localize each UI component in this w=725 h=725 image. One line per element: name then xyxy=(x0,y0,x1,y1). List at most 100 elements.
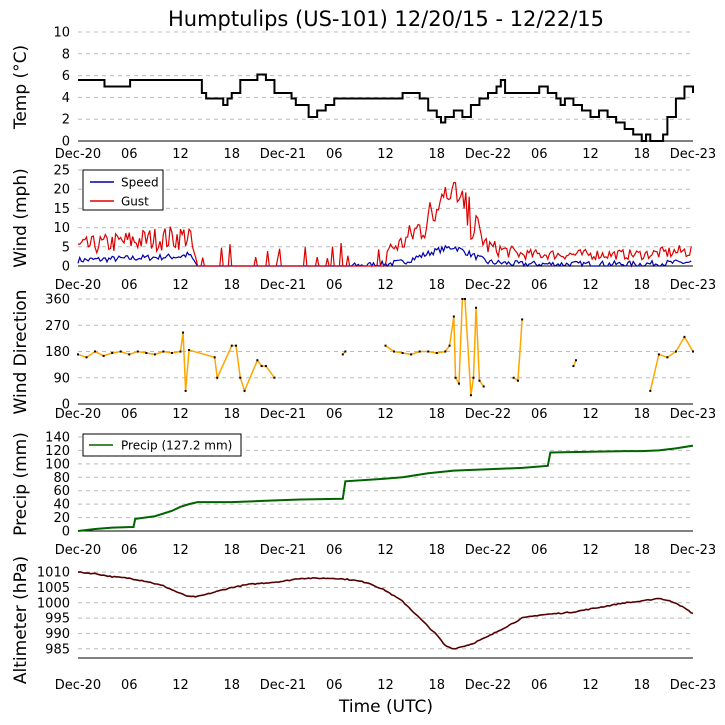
x-tick-label: Dec-23 xyxy=(670,543,716,558)
direction-point xyxy=(461,298,464,300)
x-tick-label: 18 xyxy=(428,407,445,422)
x-tick-label: 18 xyxy=(428,678,445,693)
direction-point xyxy=(418,350,421,353)
x-tick-label: Dec-20 xyxy=(55,147,101,162)
y-axis-label-dir: Wind Direction xyxy=(11,290,31,415)
y-tick-label-alt: 1005 xyxy=(37,581,70,596)
precip-series-line xyxy=(77,444,694,532)
direction-point xyxy=(273,376,276,379)
x-tick-label: 06 xyxy=(531,678,548,693)
direction-point xyxy=(574,359,577,362)
y-tick-label-precip: 40 xyxy=(53,498,70,513)
direction-point xyxy=(457,382,460,385)
direction-point xyxy=(94,350,97,353)
direction-point xyxy=(162,350,165,353)
direction-point xyxy=(649,389,652,392)
y-tick-label-precip: 140 xyxy=(45,431,70,446)
y-tick-label-alt: 1010 xyxy=(37,566,70,581)
direction-point xyxy=(145,351,148,354)
y-tick-label-wind: 0 xyxy=(62,260,70,275)
x-tick-label: 18 xyxy=(633,147,650,162)
chart-title: Humptulips (US-101) 12/20/15 - 12/22/15 xyxy=(168,7,604,31)
direction-line xyxy=(77,298,694,396)
direction-point xyxy=(427,350,430,353)
x-tick-label: Dec-23 xyxy=(670,407,716,422)
direction-point xyxy=(448,344,451,347)
direction-point xyxy=(153,353,156,356)
x-tick-label: Dec-21 xyxy=(260,278,306,293)
direction-point xyxy=(674,350,677,353)
y-tick-label-temp: 6 xyxy=(62,69,70,84)
wind-legend: Speed Gust xyxy=(82,169,164,211)
x-tick-label: Dec-21 xyxy=(260,407,306,422)
x-tick-label: 18 xyxy=(428,543,445,558)
x-tick-label: Dec-22 xyxy=(465,407,511,422)
y-tick-label-temp: 4 xyxy=(62,91,70,106)
direction-point xyxy=(469,394,472,397)
x-tick-label: Dec-22 xyxy=(465,278,511,293)
direction-point xyxy=(184,389,187,392)
direction-point xyxy=(344,350,347,353)
x-tick-label: Dec-22 xyxy=(465,678,511,693)
x-tick-label: Dec-23 xyxy=(670,678,716,693)
direction-point xyxy=(463,298,466,300)
x-tick-label: 06 xyxy=(326,278,343,293)
wind-series-gust xyxy=(77,181,692,267)
y-tick-label-precip: 100 xyxy=(45,457,70,472)
legend-label: Precip (127.2 mm) xyxy=(121,439,232,453)
x-tick-label: 12 xyxy=(172,678,189,693)
x-tick-label: 06 xyxy=(121,543,138,558)
x-tick-label: Dec-20 xyxy=(55,678,101,693)
direction-point xyxy=(243,389,246,392)
y-tick-label-alt: 995 xyxy=(45,612,70,627)
x-tick-label: 18 xyxy=(633,678,650,693)
x-tick-label: 12 xyxy=(377,407,394,422)
x-tick-label: 06 xyxy=(531,278,548,293)
direction-point xyxy=(213,356,216,359)
direction-point xyxy=(393,350,396,353)
direction-point xyxy=(170,351,173,354)
direction-point xyxy=(482,385,485,388)
direction-point xyxy=(230,344,233,347)
direction-point xyxy=(179,350,182,353)
x-tick-label: 12 xyxy=(582,543,599,558)
x-tick-label: 12 xyxy=(172,278,189,293)
x-tick-label: 12 xyxy=(582,147,599,162)
x-tick-label: 18 xyxy=(223,147,240,162)
x-tick-label: Dec-23 xyxy=(670,278,716,293)
y-tick-label-wind: 5 xyxy=(62,240,70,255)
direction-point xyxy=(444,350,447,353)
y-tick-label-wind: 25 xyxy=(53,164,70,179)
x-tick-label: 06 xyxy=(326,543,343,558)
x-tick-label: 18 xyxy=(633,407,650,422)
direction-point xyxy=(384,344,387,347)
direction-point xyxy=(102,354,105,357)
x-tick-label: 06 xyxy=(121,147,138,162)
y-tick-label-alt: 985 xyxy=(45,642,70,657)
x-tick-label: 12 xyxy=(172,543,189,558)
direction-point xyxy=(692,350,694,353)
direction-point xyxy=(188,349,191,352)
panels: 0 2 4 6 8 10 Dec-20 06 12 18 Dec-21 06 12 18 Dec-22 06 1… xyxy=(11,26,716,694)
y-tick-label-alt: 990 xyxy=(45,627,70,642)
y-tick-label-temp: 10 xyxy=(53,26,70,41)
x-tick-label: Dec-23 xyxy=(670,147,716,162)
y-axis-label-precip: Precip (mm) xyxy=(11,432,31,536)
y-axis-label-wind: Wind (mph) xyxy=(11,168,31,268)
x-tick-label: 12 xyxy=(377,678,394,693)
legend-label: Gust xyxy=(121,195,149,209)
x-tick-label: Dec-22 xyxy=(465,147,511,162)
direction-point xyxy=(452,315,455,318)
y-tick-label-dir: 360 xyxy=(45,293,70,308)
y-axis-label-temp: Temp (°C) xyxy=(11,45,31,130)
direction-point xyxy=(182,331,185,334)
direction-point xyxy=(401,351,404,354)
direction-point xyxy=(410,353,413,356)
direction-point xyxy=(521,318,524,321)
direction-point xyxy=(657,353,660,356)
x-tick-label: Dec-21 xyxy=(260,147,306,162)
legend-box xyxy=(82,433,242,457)
x-tick-label: 06 xyxy=(531,407,548,422)
